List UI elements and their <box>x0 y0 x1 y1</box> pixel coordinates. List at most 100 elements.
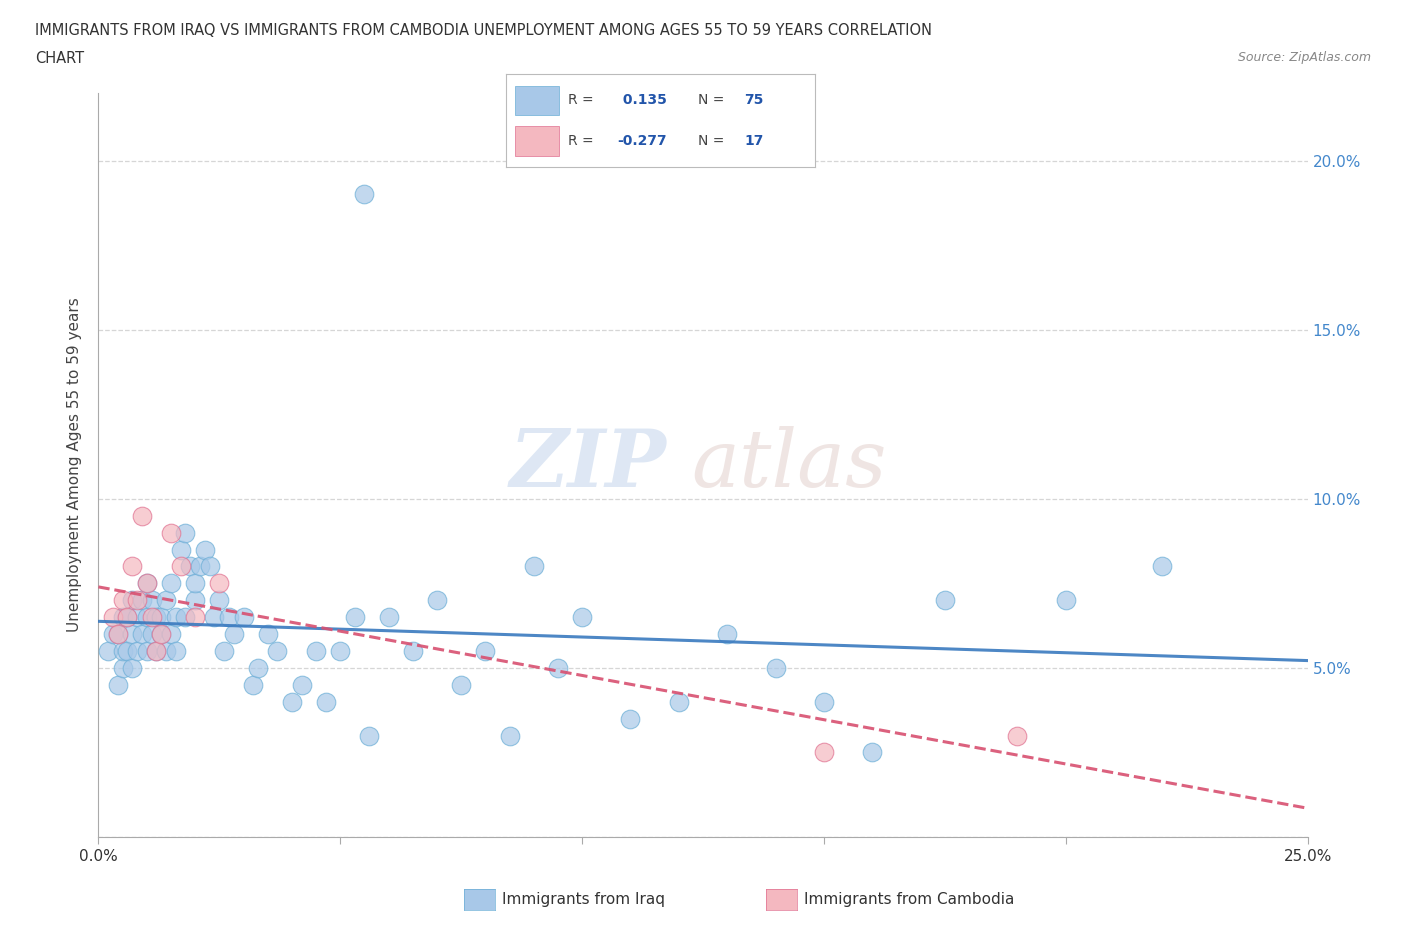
Point <box>198 559 221 574</box>
Point <box>813 745 835 760</box>
Point <box>101 610 124 625</box>
Point <box>111 592 134 607</box>
Point <box>860 745 883 760</box>
Point <box>212 644 235 658</box>
Point <box>127 644 149 658</box>
Point <box>1152 559 1174 574</box>
Point <box>107 627 129 642</box>
Text: 17: 17 <box>744 134 763 149</box>
Point <box>765 660 787 675</box>
Point <box>232 610 254 625</box>
Point <box>117 644 139 658</box>
Point <box>204 610 226 625</box>
Point <box>117 610 139 625</box>
Point <box>474 644 496 658</box>
Point <box>145 644 167 658</box>
Text: CHART: CHART <box>35 51 84 66</box>
Point <box>450 677 472 692</box>
Point <box>111 610 134 625</box>
Point <box>127 592 149 607</box>
Point <box>668 695 690 710</box>
Y-axis label: Unemployment Among Ages 55 to 59 years: Unemployment Among Ages 55 to 59 years <box>67 298 83 632</box>
Point <box>117 610 139 625</box>
Point <box>281 695 304 710</box>
Point <box>174 525 197 540</box>
Text: N =: N = <box>697 93 724 108</box>
Point <box>353 187 375 202</box>
Text: atlas: atlas <box>690 426 886 504</box>
Point <box>184 592 207 607</box>
Point <box>174 610 197 625</box>
Text: R =: R = <box>568 93 593 108</box>
Point <box>141 627 163 642</box>
Point <box>111 644 134 658</box>
Point <box>426 592 449 607</box>
Point <box>160 576 183 591</box>
Point <box>160 525 183 540</box>
Point <box>184 576 207 591</box>
Point <box>135 610 157 625</box>
Point <box>101 627 124 642</box>
FancyBboxPatch shape <box>516 126 558 156</box>
Text: ZIP: ZIP <box>510 426 666 504</box>
Point <box>141 610 163 625</box>
Text: N =: N = <box>697 134 724 149</box>
Point <box>194 542 217 557</box>
Point <box>150 627 173 642</box>
Point <box>498 728 520 743</box>
Point <box>188 559 211 574</box>
Point <box>619 711 641 726</box>
Point <box>150 610 173 625</box>
Point <box>121 559 143 574</box>
Point <box>934 592 956 607</box>
Point <box>131 509 153 524</box>
Point <box>315 695 337 710</box>
Point <box>121 627 143 642</box>
Text: 75: 75 <box>744 93 763 108</box>
Point <box>218 610 240 625</box>
Point <box>359 728 381 743</box>
Point <box>165 644 187 658</box>
Point <box>135 644 157 658</box>
Point <box>107 627 129 642</box>
Text: Immigrants from Cambodia: Immigrants from Cambodia <box>804 892 1015 907</box>
Point <box>184 610 207 625</box>
Point <box>242 677 264 692</box>
Text: R =: R = <box>568 134 593 149</box>
Point <box>145 644 167 658</box>
Point <box>813 695 835 710</box>
Point <box>523 559 546 574</box>
Point <box>179 559 201 574</box>
Point <box>343 610 366 625</box>
Point <box>547 660 569 675</box>
Point <box>169 559 191 574</box>
Text: IMMIGRANTS FROM IRAQ VS IMMIGRANTS FROM CAMBODIA UNEMPLOYMENT AMONG AGES 55 TO 5: IMMIGRANTS FROM IRAQ VS IMMIGRANTS FROM … <box>35 23 932 38</box>
Point <box>377 610 399 625</box>
Point <box>131 592 153 607</box>
Point <box>150 627 173 642</box>
Point <box>402 644 425 658</box>
Point <box>165 610 187 625</box>
Point <box>716 627 738 642</box>
Point <box>155 644 177 658</box>
Text: Source: ZipAtlas.com: Source: ZipAtlas.com <box>1237 51 1371 64</box>
Point <box>155 592 177 607</box>
Point <box>145 610 167 625</box>
Point <box>127 610 149 625</box>
Text: Immigrants from Iraq: Immigrants from Iraq <box>502 892 665 907</box>
Point <box>256 627 278 642</box>
Point <box>169 542 191 557</box>
Point <box>121 660 143 675</box>
Text: -0.277: -0.277 <box>617 134 666 149</box>
Point <box>305 644 328 658</box>
Point <box>1007 728 1029 743</box>
Point <box>208 592 231 607</box>
FancyBboxPatch shape <box>516 86 558 115</box>
Point <box>208 576 231 591</box>
Point <box>111 660 134 675</box>
Point <box>131 627 153 642</box>
Text: 0.135: 0.135 <box>617 93 666 108</box>
Point <box>141 592 163 607</box>
Point <box>160 627 183 642</box>
Point <box>247 660 270 675</box>
